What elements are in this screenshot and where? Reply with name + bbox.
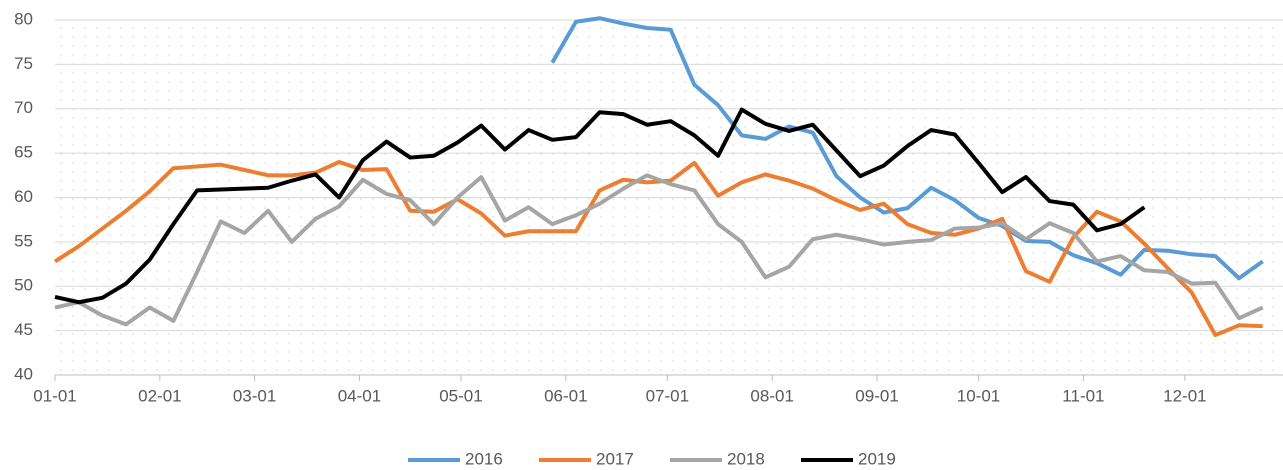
series-line xyxy=(54,107,1146,305)
y-tick-label: 60 xyxy=(14,187,33,206)
x-tick-label: 07-01 xyxy=(646,386,689,405)
x-tick-label: 11-01 xyxy=(1062,386,1104,405)
x-tick-label: 09-01 xyxy=(855,386,898,405)
y-tick-label: 70 xyxy=(14,98,33,117)
y-tick-label: 75 xyxy=(14,54,33,73)
y-tick-label: 80 xyxy=(14,9,33,28)
x-tick-label: 03-01 xyxy=(233,386,276,405)
x-tick-label: 01-01 xyxy=(33,386,76,405)
x-tick-label: 10-01 xyxy=(957,386,1000,405)
x-tick-label: 08-01 xyxy=(750,386,793,405)
y-tick-label: 50 xyxy=(14,276,33,295)
x-tick-label: 05-01 xyxy=(439,386,482,405)
x-tick-label: 12-01 xyxy=(1163,386,1206,405)
legend-label: 2019 xyxy=(858,449,896,468)
legend-label: 2017 xyxy=(596,449,634,468)
y-tick-label: 40 xyxy=(14,364,33,383)
y-tick-label: 55 xyxy=(14,231,33,250)
y-tick-label: 65 xyxy=(14,143,33,162)
legend-label: 2016 xyxy=(465,449,503,468)
x-tick-label: 06-01 xyxy=(544,386,587,405)
x-tick-label: 02-01 xyxy=(138,386,181,405)
series-line xyxy=(550,16,1264,281)
y-tick-label: 45 xyxy=(14,320,33,339)
legend-label: 2018 xyxy=(727,449,765,468)
series-line xyxy=(54,173,1264,327)
x-tick-label: 04-01 xyxy=(338,386,381,405)
